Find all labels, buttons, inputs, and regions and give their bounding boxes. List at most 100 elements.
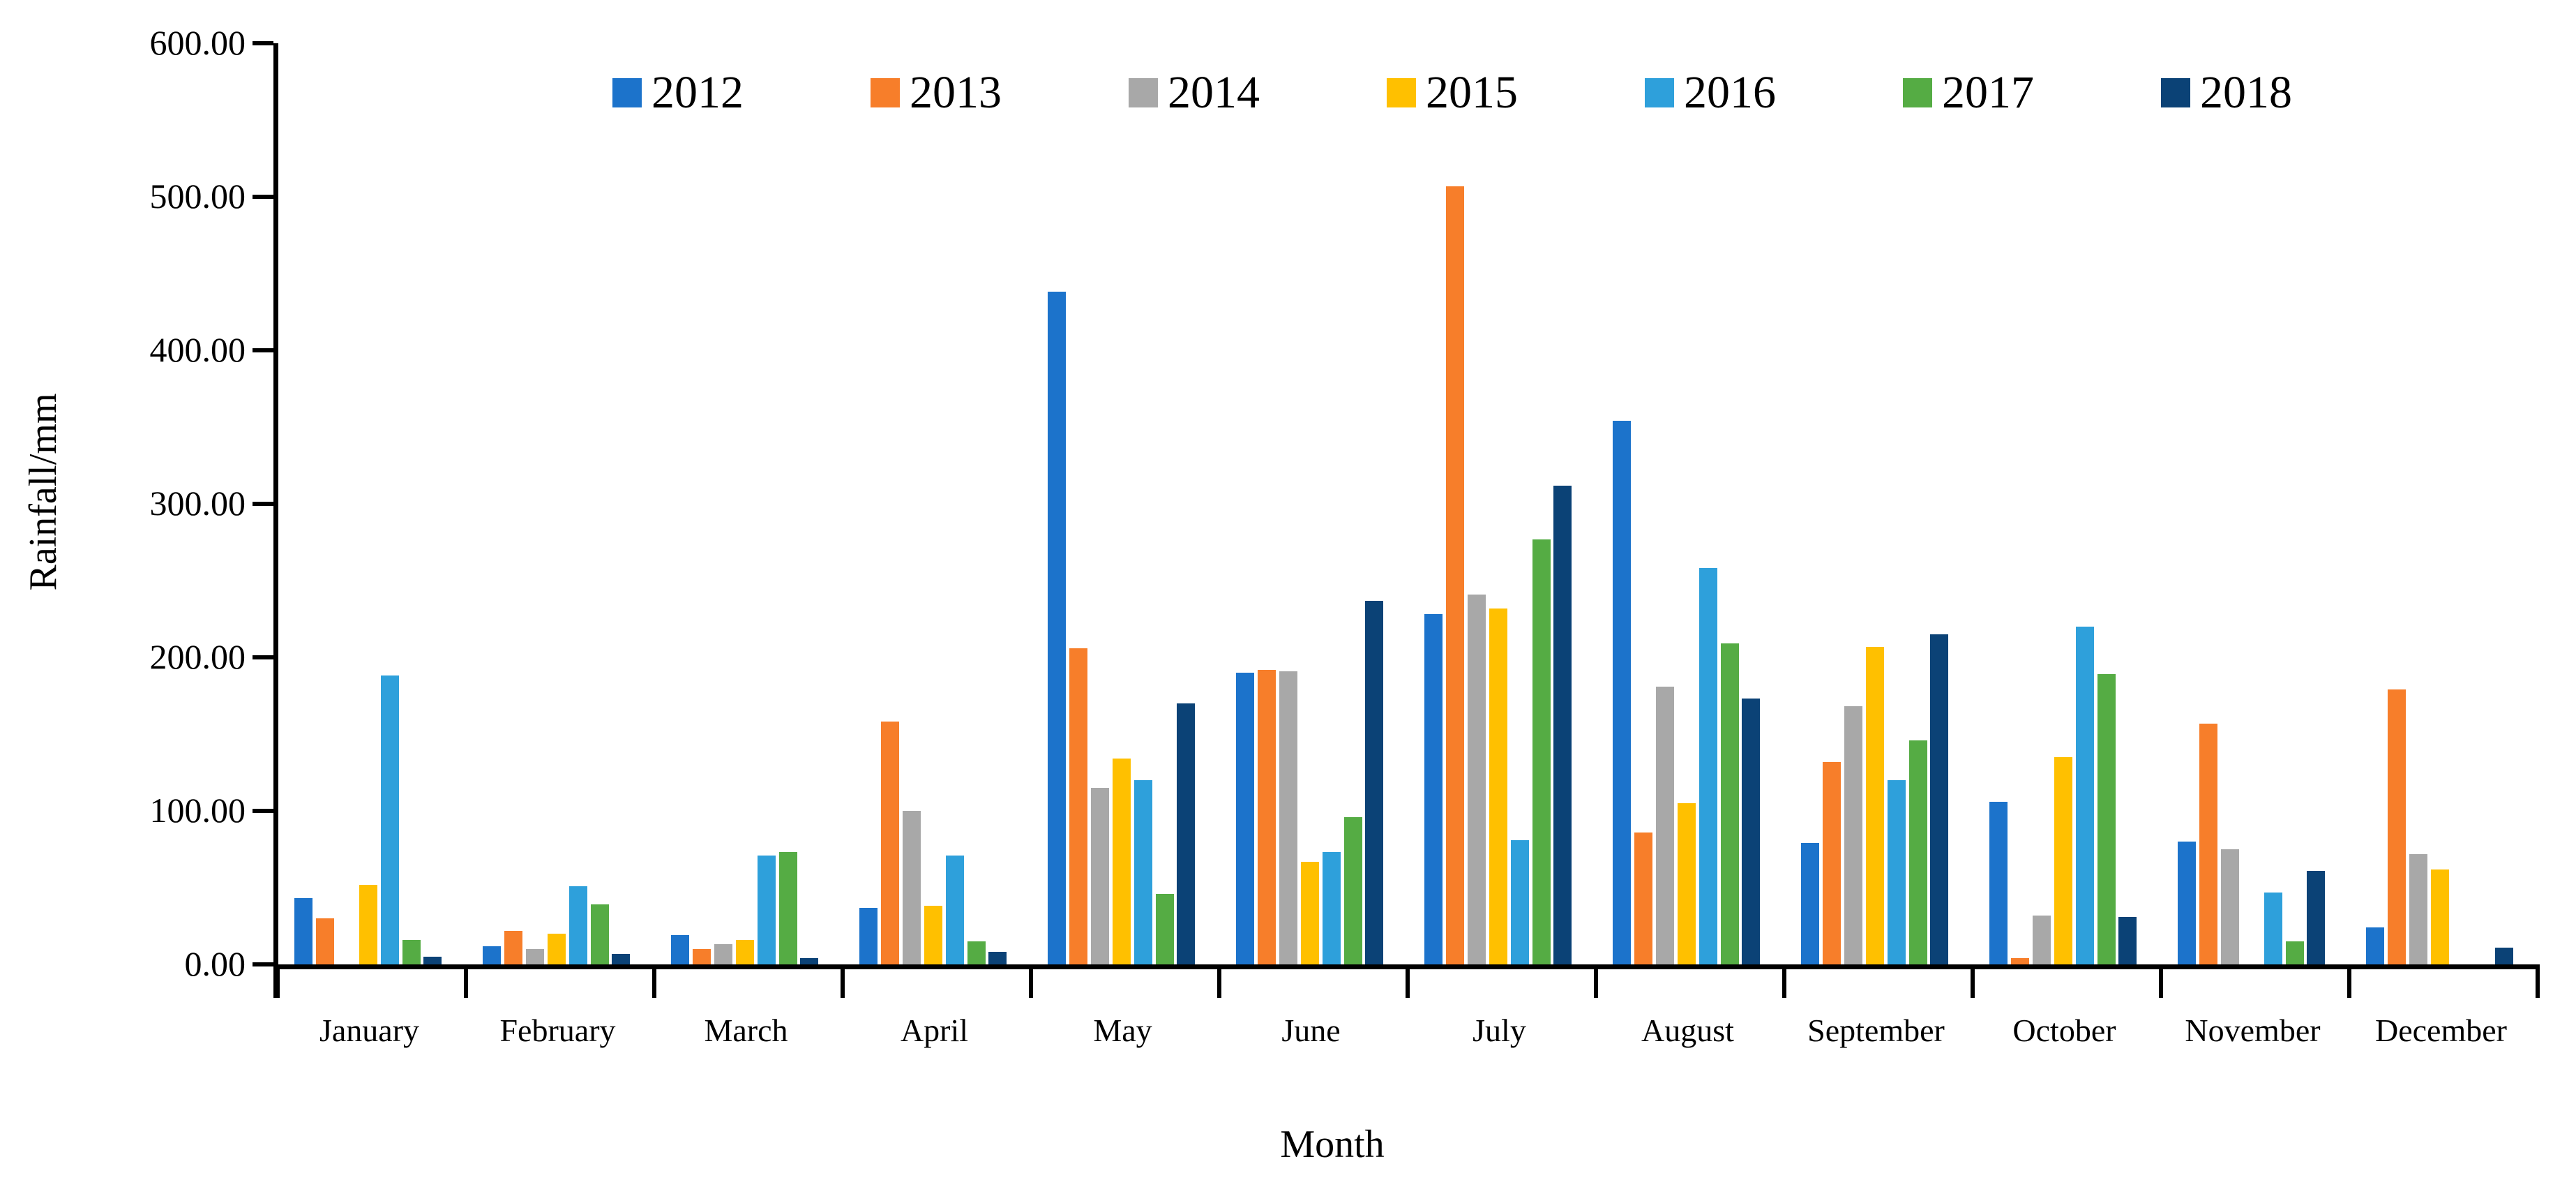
bar-2012-november	[2178, 842, 2196, 964]
bar-2014-april	[902, 811, 921, 964]
bar-2015-may	[1112, 759, 1131, 964]
bar-2018-july	[1553, 485, 1572, 964]
x-axis-tick	[463, 964, 468, 998]
bar-2013-january	[315, 918, 334, 964]
bar-2013-may	[1069, 648, 1087, 964]
bar-2018-october	[2118, 916, 2137, 964]
bar-2018-april	[988, 952, 1007, 964]
x-tick-label-august: August	[1641, 1013, 1734, 1048]
bar-2014-may	[1090, 788, 1109, 964]
x-axis-tick	[1970, 964, 1975, 998]
legend-label-2013: 2013	[910, 67, 1002, 118]
x-axis-tick	[1593, 964, 1598, 998]
legend-label-2015: 2015	[1426, 67, 1518, 118]
x-tick-label-january: January	[319, 1013, 420, 1048]
x-tick-label-november: November	[2185, 1013, 2321, 1048]
bar-2012-october	[1989, 801, 2008, 964]
legend-swatch-2016	[1645, 78, 1674, 107]
bar-2013-august	[1634, 832, 1652, 964]
bar-2012-august	[1613, 421, 1631, 964]
bar-2016-march	[757, 855, 776, 964]
bar-2018-february	[612, 953, 631, 964]
legend-item-2012: 2012	[612, 70, 744, 116]
y-axis-title: Rainfall/mm	[22, 393, 65, 591]
bar-2017-january	[402, 939, 421, 964]
bar-2016-may	[1133, 780, 1152, 964]
bar-2018-august	[1742, 699, 1761, 964]
x-axis-title: Month	[1280, 1123, 1385, 1166]
bar-2017-october	[2097, 674, 2116, 964]
bar-2018-march	[800, 958, 819, 964]
x-axis-tick	[2535, 964, 2540, 998]
bar-2012-february	[483, 946, 501, 964]
bar-2014-december	[2409, 853, 2427, 964]
bar-2015-august	[1677, 803, 1696, 964]
bar-2012-december	[2366, 927, 2384, 964]
bar-2017-march	[778, 852, 797, 964]
bar-2015-september	[1865, 646, 1884, 964]
bar-2015-october	[2054, 757, 2072, 964]
bar-2014-august	[1655, 686, 1674, 964]
y-tick-label: 0.00	[184, 944, 246, 983]
bar-2014-october	[2032, 915, 2051, 964]
bar-2018-june	[1365, 600, 1384, 964]
y-axis-line	[273, 43, 278, 998]
bar-2012-july	[1424, 614, 1443, 964]
bar-2018-november	[2307, 870, 2326, 964]
bar-2018-december	[2495, 947, 2514, 964]
x-tick-label-april: April	[900, 1013, 969, 1048]
legend-swatch-2014	[1129, 78, 1158, 107]
y-axis-tick	[253, 348, 273, 352]
y-axis-tick	[253, 655, 273, 659]
x-tick-label-october: October	[2012, 1013, 2116, 1048]
x-axis-tick	[1782, 964, 1786, 998]
bar-2014-november	[2220, 849, 2239, 964]
bar-2012-september	[1801, 843, 1819, 964]
legend-item-2017: 2017	[1903, 70, 2034, 116]
bar-2016-april	[945, 855, 964, 964]
legend-item-2014: 2014	[1129, 70, 1260, 116]
bar-2013-november	[2199, 723, 2217, 964]
bar-2013-june	[1257, 669, 1276, 964]
bar-2012-june	[1236, 673, 1254, 964]
bar-2012-march	[671, 935, 689, 964]
legend-label-2017: 2017	[1942, 67, 2034, 118]
bar-2013-july	[1445, 186, 1464, 964]
bar-2013-december	[2387, 689, 2406, 964]
bar-2016-october	[2075, 627, 2094, 964]
bar-2014-july	[1467, 594, 1486, 964]
x-axis-tick	[2158, 964, 2163, 998]
y-tick-label: 400.00	[149, 330, 246, 369]
bar-2013-september	[1822, 761, 1841, 964]
bar-2016-august	[1698, 568, 1717, 964]
x-axis-tick	[1028, 964, 1033, 998]
bar-2012-may	[1048, 292, 1066, 964]
legend-item-2016: 2016	[1645, 70, 1776, 116]
bar-2012-january	[294, 898, 312, 964]
y-tick-label: 300.00	[149, 484, 246, 523]
x-tick-label-february: February	[499, 1013, 616, 1048]
bar-2017-may	[1155, 893, 1174, 964]
bar-2017-july	[1532, 539, 1551, 964]
y-tick-label: 200.00	[149, 637, 246, 676]
bar-2018-may	[1177, 703, 1196, 964]
bar-2014-june	[1279, 671, 1297, 964]
bar-2017-november	[2285, 941, 2304, 964]
x-tick-label-july: July	[1472, 1013, 1526, 1048]
legend-swatch-2015	[1387, 78, 1416, 107]
x-tick-label-may: May	[1093, 1013, 1152, 1048]
x-tick-label-december: December	[2375, 1013, 2507, 1048]
bar-2015-december	[2430, 869, 2449, 964]
y-tick-label: 100.00	[149, 791, 246, 830]
x-axis-tick	[1405, 964, 1410, 998]
y-axis-tick	[253, 41, 273, 45]
bar-2015-january	[359, 884, 377, 964]
bar-2013-april	[880, 722, 899, 964]
y-axis-tick	[253, 502, 273, 506]
bar-2017-april	[967, 941, 986, 964]
legend-label-2014: 2014	[1168, 67, 1260, 118]
x-axis-tick	[651, 964, 656, 998]
bar-2018-september	[1930, 634, 1949, 964]
bar-2017-february	[590, 904, 609, 964]
